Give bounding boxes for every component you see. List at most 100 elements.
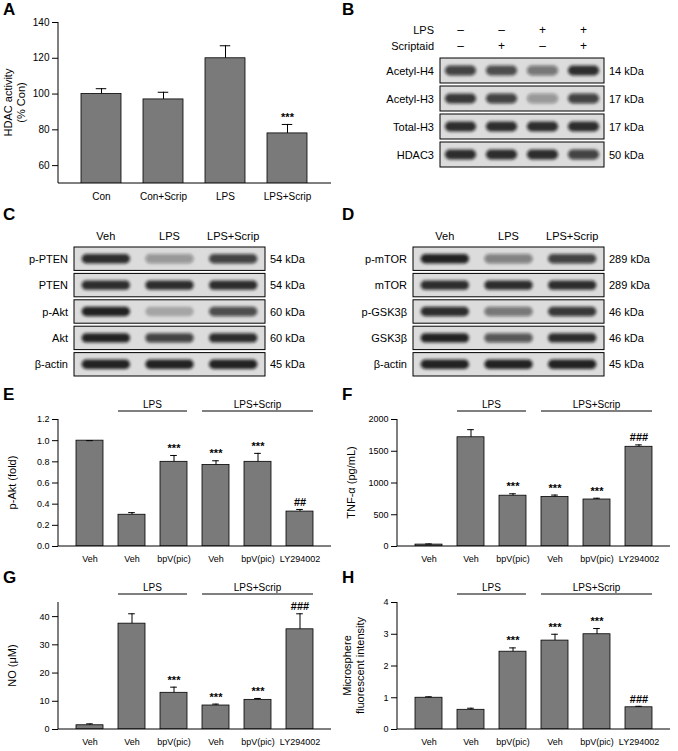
svg-text:HDAC activity(% Con): HDAC activity(% Con) xyxy=(2,68,27,136)
svg-text:46 kDa: 46 kDa xyxy=(609,332,645,344)
svg-text:Microspherefluorescent intensi: Microspherefluorescent intensity xyxy=(341,616,366,714)
svg-text:bpV(pic): bpV(pic) xyxy=(496,554,530,564)
svg-text:–: – xyxy=(457,23,464,37)
svg-text:Veh: Veh xyxy=(124,554,140,564)
svg-text:+: + xyxy=(580,39,587,53)
svg-text:Acetyl-H4: Acetyl-H4 xyxy=(386,65,434,77)
svg-text:TNF-α (pg/mL): TNF-α (pg/mL) xyxy=(345,446,357,518)
svg-text:0.6: 0.6 xyxy=(37,478,50,488)
svg-text:LY294002: LY294002 xyxy=(619,554,659,564)
svg-text:–: – xyxy=(457,39,464,53)
svg-text:0.4: 0.4 xyxy=(37,499,50,509)
svg-text:54 kDa: 54 kDa xyxy=(270,279,306,291)
svg-text:+: + xyxy=(580,23,587,37)
svg-text:0.8: 0.8 xyxy=(37,457,50,467)
svg-text:Scriptaid: Scriptaid xyxy=(391,40,434,52)
svg-text:p-Akt: p-Akt xyxy=(42,306,68,318)
svg-text:LPS+Scrip: LPS+Scrip xyxy=(207,230,259,242)
svg-text:LPS+Scrip: LPS+Scrip xyxy=(546,230,598,242)
svg-text:LY294002: LY294002 xyxy=(280,554,320,564)
svg-text:54 kDa: 54 kDa xyxy=(270,253,306,265)
svg-text:1: 1 xyxy=(383,693,388,703)
svg-text:0: 0 xyxy=(44,724,49,734)
svg-text:4: 4 xyxy=(383,597,388,607)
svg-text:***: *** xyxy=(252,685,266,697)
svg-text:bpV(pic): bpV(pic) xyxy=(496,737,530,747)
svg-text:***: *** xyxy=(549,482,563,494)
svg-text:LPS: LPS xyxy=(482,399,501,410)
svg-text:Veh: Veh xyxy=(435,230,454,242)
svg-text:Veh: Veh xyxy=(547,737,563,747)
svg-text:mTOR: mTOR xyxy=(375,279,407,291)
svg-text:14 kDa: 14 kDa xyxy=(609,65,645,77)
svg-text:###: ### xyxy=(630,431,648,443)
svg-text:***: *** xyxy=(591,615,605,627)
svg-text:0: 0 xyxy=(383,541,388,551)
svg-text:LPS: LPS xyxy=(498,230,519,242)
svg-text:p-GSK3β: p-GSK3β xyxy=(362,306,407,318)
svg-text:LPS+Scrip: LPS+Scrip xyxy=(234,582,282,593)
svg-text:10: 10 xyxy=(39,696,49,706)
svg-text:LPS: LPS xyxy=(159,230,180,242)
svg-text:Akt: Akt xyxy=(52,332,68,344)
svg-text:17 kDa: 17 kDa xyxy=(609,93,645,105)
svg-text:LY294002: LY294002 xyxy=(619,737,659,747)
svg-text:100: 100 xyxy=(33,88,50,99)
svg-text:β-actin: β-actin xyxy=(374,358,407,370)
svg-text:50 kDa: 50 kDa xyxy=(609,149,645,161)
svg-text:45 kDa: 45 kDa xyxy=(270,358,306,370)
svg-text:0: 0 xyxy=(383,724,388,734)
svg-text:***: *** xyxy=(549,621,563,633)
svg-text:bpV(pic): bpV(pic) xyxy=(580,737,614,747)
svg-text:bpV(pic): bpV(pic) xyxy=(580,554,614,564)
svg-text:17 kDa: 17 kDa xyxy=(609,121,645,133)
svg-text:***: *** xyxy=(210,447,224,459)
svg-text:LPS+Scrip: LPS+Scrip xyxy=(234,399,282,410)
svg-text:LPS: LPS xyxy=(482,582,501,593)
svg-text:β-actin: β-actin xyxy=(35,358,68,370)
svg-text:LPS+Scrip: LPS+Scrip xyxy=(264,191,312,202)
svg-text:LPS: LPS xyxy=(143,582,162,593)
svg-text:***: *** xyxy=(252,440,266,452)
svg-text:60 kDa: 60 kDa xyxy=(270,332,306,344)
svg-text:LPS: LPS xyxy=(216,191,235,202)
svg-text:Veh: Veh xyxy=(208,737,224,747)
svg-text:Veh: Veh xyxy=(96,230,115,242)
svg-text:60: 60 xyxy=(38,160,50,171)
svg-text:bpV(pic): bpV(pic) xyxy=(241,554,275,564)
svg-text:***: *** xyxy=(168,674,182,686)
svg-text:bpV(pic): bpV(pic) xyxy=(241,737,275,747)
svg-text:0.0: 0.0 xyxy=(37,541,50,551)
svg-text:500: 500 xyxy=(373,510,388,520)
svg-text:***: *** xyxy=(507,480,521,492)
svg-text:Veh: Veh xyxy=(421,737,437,747)
svg-text:p-Akt (fold): p-Akt (fold) xyxy=(6,456,18,510)
svg-text:+: + xyxy=(539,23,546,37)
svg-text:Veh: Veh xyxy=(124,737,140,747)
svg-text:p-PTEN: p-PTEN xyxy=(29,253,68,265)
svg-text:40: 40 xyxy=(39,611,49,621)
svg-text:289 kDa: 289 kDa xyxy=(609,253,651,265)
svg-text:LY294002: LY294002 xyxy=(280,737,320,747)
svg-text:140: 140 xyxy=(33,17,50,28)
svg-text:0.2: 0.2 xyxy=(37,520,50,530)
svg-text:30: 30 xyxy=(39,640,49,650)
svg-text:***: *** xyxy=(281,111,295,123)
svg-text:Veh: Veh xyxy=(463,554,479,564)
svg-text:20: 20 xyxy=(39,668,49,678)
svg-text:Veh: Veh xyxy=(82,737,98,747)
svg-text:bpV(pic): bpV(pic) xyxy=(157,554,191,564)
svg-text:80: 80 xyxy=(38,124,50,135)
svg-text:Veh: Veh xyxy=(421,554,437,564)
svg-text:LPS+Scrip: LPS+Scrip xyxy=(573,582,621,593)
svg-text:Con+Scrip: Con+Scrip xyxy=(140,191,187,202)
svg-text:289 kDa: 289 kDa xyxy=(609,279,651,291)
svg-text:p-mTOR: p-mTOR xyxy=(365,253,407,265)
svg-text:###: ### xyxy=(291,600,309,612)
svg-text:***: *** xyxy=(168,442,182,454)
svg-text:1.2: 1.2 xyxy=(37,414,50,424)
svg-text:1000: 1000 xyxy=(368,478,388,488)
svg-text:LPS: LPS xyxy=(143,399,162,410)
svg-text:Veh: Veh xyxy=(547,554,563,564)
svg-text:2000: 2000 xyxy=(368,414,388,424)
